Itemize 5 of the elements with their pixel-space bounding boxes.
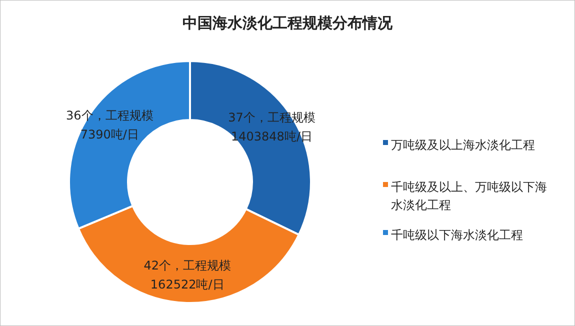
legend-label: 万吨级及以上海水淡化工程	[391, 138, 535, 152]
legend-label: 千吨级及以上、万吨级以下海水淡化工程	[391, 180, 547, 212]
data-label: 42个，工程规模 162522吨/日	[144, 258, 232, 292]
chart-title: 中国海水淡化工程规模分布情况	[182, 14, 394, 32]
legend-label: 千吨级以下海水淡化工程	[391, 228, 523, 242]
